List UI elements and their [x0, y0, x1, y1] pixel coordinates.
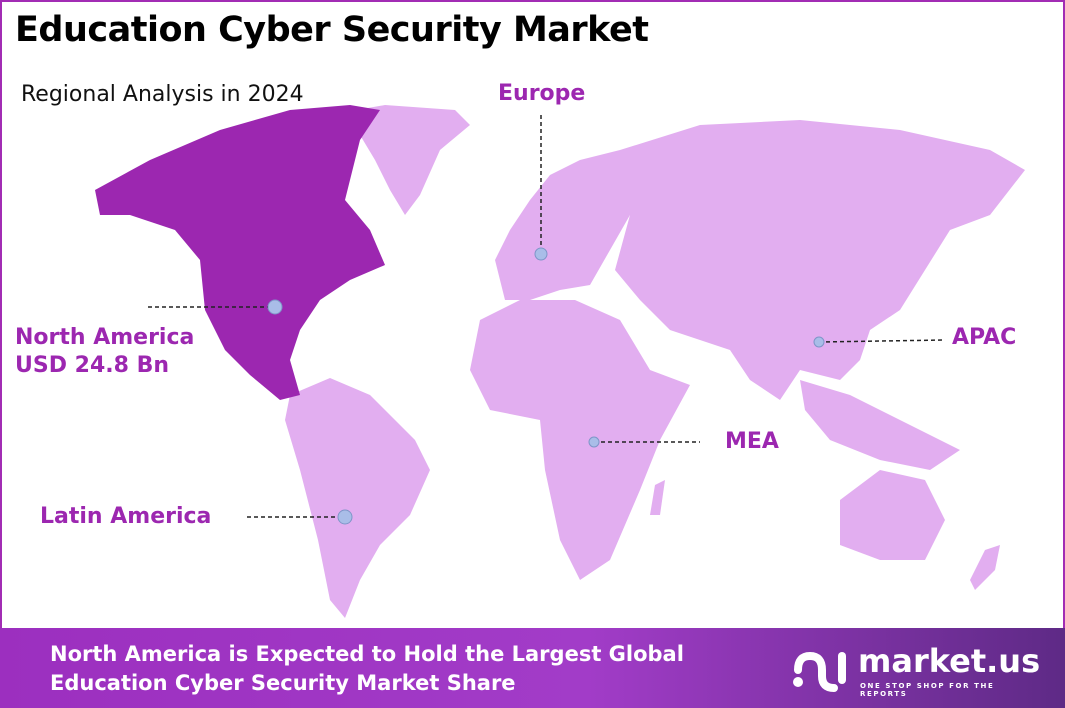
region-greenland	[345, 105, 470, 215]
marker-europe	[534, 247, 548, 261]
label-north-america-value: USD 24.8 Bn	[15, 353, 169, 378]
label-latin-america: Latin America	[40, 504, 212, 529]
region-europe	[495, 150, 640, 300]
world-map	[95, 105, 1025, 618]
logo-icon	[793, 651, 846, 692]
marker-mea	[588, 436, 600, 448]
region-madagascar	[650, 480, 665, 515]
footer-banner: North America is Expected to Hold the La…	[0, 628, 1065, 708]
label-europe: Europe	[498, 81, 586, 106]
region-north-america	[95, 105, 385, 400]
market-us-logo: market.us ONE STOP SHOP FOR THE REPORTS	[790, 642, 1040, 698]
page-title: Education Cyber Security Market	[15, 10, 649, 50]
region-asia	[615, 120, 1025, 400]
footer-text: North America is Expected to Hold the La…	[50, 640, 684, 698]
footer-line-2: Education Cyber Security Market Share	[50, 671, 516, 695]
label-mea: MEA	[725, 429, 779, 454]
label-north-america-name: North America	[15, 325, 195, 350]
marker-north-america	[267, 299, 283, 315]
marker-latin-america	[337, 509, 353, 525]
marker-apac	[813, 336, 825, 348]
page-subtitle: Regional Analysis in 2024	[21, 82, 304, 107]
leader-apac	[818, 339, 946, 343]
footer-line-1: North America is Expected to Hold the La…	[50, 642, 684, 666]
logo-wordmark: market.us	[858, 642, 1041, 680]
logo-tagline: ONE STOP SHOP FOR THE REPORTS	[860, 682, 995, 698]
label-north-america: North America USD 24.8 Bn	[15, 324, 194, 380]
region-latin-america	[285, 378, 430, 618]
region-africa	[470, 300, 690, 580]
region-australia	[840, 470, 945, 560]
region-new-zealand	[970, 545, 1000, 590]
region-southeast-asia	[800, 380, 960, 470]
label-apac: APAC	[952, 325, 1017, 350]
